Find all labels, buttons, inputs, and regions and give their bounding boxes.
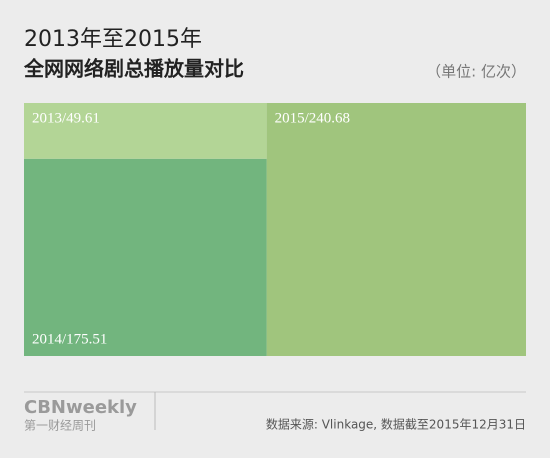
value-label: 2013/49.61 [32, 110, 100, 126]
unit-note: （单位: 亿次） [426, 63, 526, 81]
area-block [266, 103, 526, 356]
value-label: 2014/175.51 [32, 331, 107, 347]
brand: CBNweekly [24, 397, 137, 418]
source: 数据来源: Vlinkage, 数据截至2015年12月31日 [266, 417, 526, 432]
brand-sub: 第一财经周刊 [24, 419, 96, 433]
area-block [24, 158, 267, 356]
area-block [24, 103, 267, 159]
value-label: 2015/240.68 [275, 110, 350, 126]
chart-title: 2013年至2015年 [24, 27, 202, 52]
chart-subtitle: 全网网络剧总播放量对比 [23, 57, 244, 81]
